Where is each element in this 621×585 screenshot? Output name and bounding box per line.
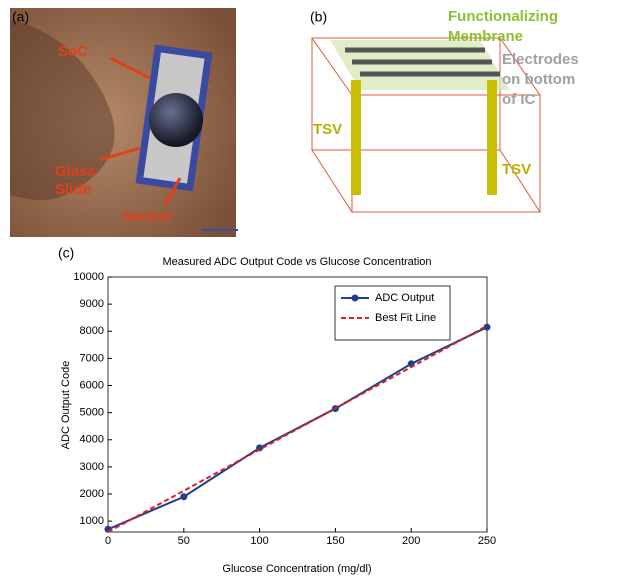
photo-label: Glass bbox=[55, 163, 96, 180]
x-tick-label: 150 bbox=[326, 535, 344, 547]
photo-label: Slide bbox=[55, 181, 91, 198]
diagram-label: Electrodes bbox=[502, 51, 579, 68]
y-tick-label: 2000 bbox=[80, 488, 104, 500]
diagram-label: Membrane bbox=[448, 28, 523, 45]
diagram-label: on bottom bbox=[502, 71, 575, 88]
soc-ball bbox=[149, 93, 203, 147]
photo-panel bbox=[10, 8, 238, 237]
y-tick-label: 10000 bbox=[73, 271, 104, 283]
x-tick-label: 50 bbox=[178, 535, 190, 547]
y-tick-label: 7000 bbox=[80, 352, 104, 364]
scale-label: 500µm bbox=[252, 224, 270, 230]
y-tick-label: 1000 bbox=[80, 515, 104, 527]
y-axis-label: ADC Output Code bbox=[60, 361, 72, 450]
x-tick-label: 200 bbox=[402, 535, 420, 547]
photo-label: Sensor bbox=[122, 208, 173, 225]
figure: SoC Glass Slide Sensor 500µm (a) (b) Fun… bbox=[0, 0, 621, 580]
y-tick-label: 6000 bbox=[80, 379, 104, 391]
plot: 1000200030004000500060007000800090001000… bbox=[73, 271, 496, 547]
legend-label: Best Fit Line bbox=[375, 312, 436, 324]
diagram-label: Functionalizing bbox=[448, 8, 558, 25]
legend-marker bbox=[352, 295, 359, 302]
legend-label: ADC Output bbox=[375, 292, 434, 304]
diagram-label: of IC bbox=[502, 91, 535, 108]
chart-title: Measured ADC Output Code vs Glucose Conc… bbox=[162, 256, 431, 268]
diagram-label: TSV bbox=[502, 161, 531, 178]
y-tick-label: 9000 bbox=[80, 298, 104, 310]
x-tick-label: 0 bbox=[105, 535, 111, 547]
panel-label: (c) bbox=[58, 245, 74, 261]
data-point bbox=[180, 493, 187, 500]
y-tick-label: 4000 bbox=[80, 434, 104, 446]
x-tick-label: 250 bbox=[478, 535, 496, 547]
y-tick-label: 5000 bbox=[80, 407, 104, 419]
y-tick-label: 3000 bbox=[80, 461, 104, 473]
panel-label: (b) bbox=[310, 9, 327, 25]
x-tick-label: 100 bbox=[250, 535, 268, 547]
x-axis-label: Glucose Concentration (mg/dl) bbox=[222, 563, 371, 575]
y-tick-label: 8000 bbox=[80, 325, 104, 337]
photo-label: SoC bbox=[58, 43, 88, 60]
panel-label: (a) bbox=[12, 9, 29, 25]
diagram-label: TSV bbox=[313, 121, 342, 138]
